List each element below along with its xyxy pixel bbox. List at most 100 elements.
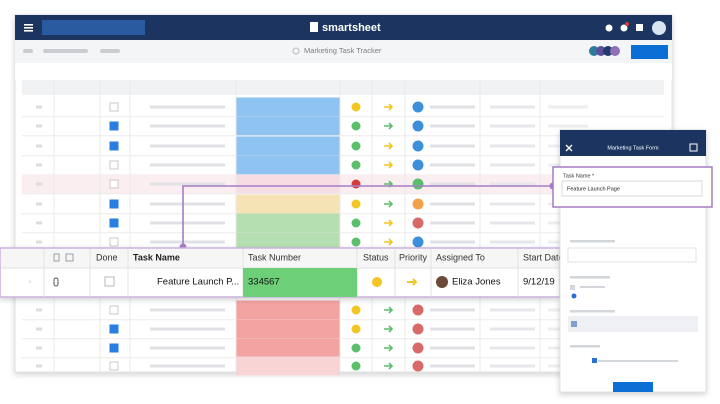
row-number [36,240,42,244]
menu-icon[interactable] [24,24,33,32]
text-placeholder [430,240,475,244]
color-cell [236,116,340,136]
priority-arrow [384,344,394,352]
text-placeholder [490,221,535,225]
task-name: Feature Launch P... [157,277,239,288]
avatar [412,120,424,132]
text-placeholder [150,221,225,225]
column-header-label: Status [363,252,389,262]
column-header [22,80,664,95]
column-header-label: Task Name [133,252,180,262]
field-input[interactable] [561,180,703,197]
status-dot [351,141,361,151]
profile-avatar[interactable] [652,21,666,35]
checkbox [109,361,119,371]
priority-arrow [384,325,394,333]
checkbox [109,102,119,112]
connector-line [182,185,553,247]
form-placeholders [567,240,698,362]
avatar [412,198,424,210]
checkbox [109,343,119,353]
submit-button[interactable] [613,382,653,392]
share-button[interactable] [631,45,668,59]
checkbox [109,199,119,209]
checkbox [109,237,119,247]
avatar [412,323,424,335]
notification-badge [625,22,629,26]
notifications-icon[interactable] [620,24,628,32]
text-placeholder [430,124,475,128]
apps-icon[interactable] [636,24,643,31]
done-checkbox[interactable] [104,276,115,287]
priority-arrow [384,122,394,130]
radio-selected[interactable] [571,293,577,299]
checkbox [109,324,119,334]
field-value: Feature Launch Page [567,186,620,192]
share-icon[interactable] [689,143,698,152]
column-header-label: Task Number [248,252,301,262]
status-dot [351,121,361,131]
column-header-label: Assigned To [436,252,485,262]
column-header-label: Priority [399,252,428,262]
text-placeholder [490,240,535,244]
avatar [412,304,424,316]
upload-icon[interactable] [571,321,577,327]
status-dot [351,102,361,112]
priority-arrow [384,238,394,246]
row-number [36,308,42,312]
column-header-label: Start Date [523,252,564,262]
checkbox [109,218,119,228]
color-cell [236,213,340,233]
toolbar-item[interactable] [23,49,33,53]
checkbox [109,141,119,151]
text-placeholder [430,182,475,186]
column-header-label: Done [96,252,118,262]
attachment-icon [53,277,59,287]
row-number [36,105,42,109]
text-placeholder [430,105,475,109]
close-icon[interactable] [565,144,573,152]
color-cell [236,174,340,194]
text-placeholder [548,105,588,109]
toolbar [15,40,672,63]
text-placeholder [150,364,225,368]
favorite-icon[interactable] [292,47,300,55]
status-dot [351,305,361,315]
text-placeholder [490,346,535,350]
logo-mark [310,22,318,32]
color-cell [236,300,340,320]
toolbar-item[interactable] [100,49,120,53]
color-cell [236,232,340,252]
zoomed-row: Done Task Name Task Number Status Priori… [0,247,564,298]
color-cell [236,338,340,358]
text-placeholder [430,346,475,350]
search-box[interactable] [42,20,145,35]
row-number [36,327,42,331]
text-placeholder [490,308,535,312]
color-cell [236,155,340,175]
comment-icon [65,253,74,262]
row-expand[interactable]: › [29,280,31,286]
assignee-avatar [436,276,448,288]
row-number [36,364,42,368]
text-placeholder [490,105,535,109]
priority-arrow [384,142,394,150]
row-number [36,182,42,186]
status-dot [351,218,361,228]
color-cell [236,97,340,117]
help-icon[interactable] [605,24,613,32]
row-number [36,163,42,167]
text-placeholder [150,202,225,206]
attachment-icon [53,253,60,262]
checkbox[interactable] [592,358,597,363]
row-number [36,124,42,128]
priority-arrow [384,200,394,208]
toolbar-item[interactable] [43,49,88,53]
row-number [36,144,42,148]
text-placeholder [150,182,225,186]
checkbox [109,305,119,315]
text-placeholder [150,163,225,167]
